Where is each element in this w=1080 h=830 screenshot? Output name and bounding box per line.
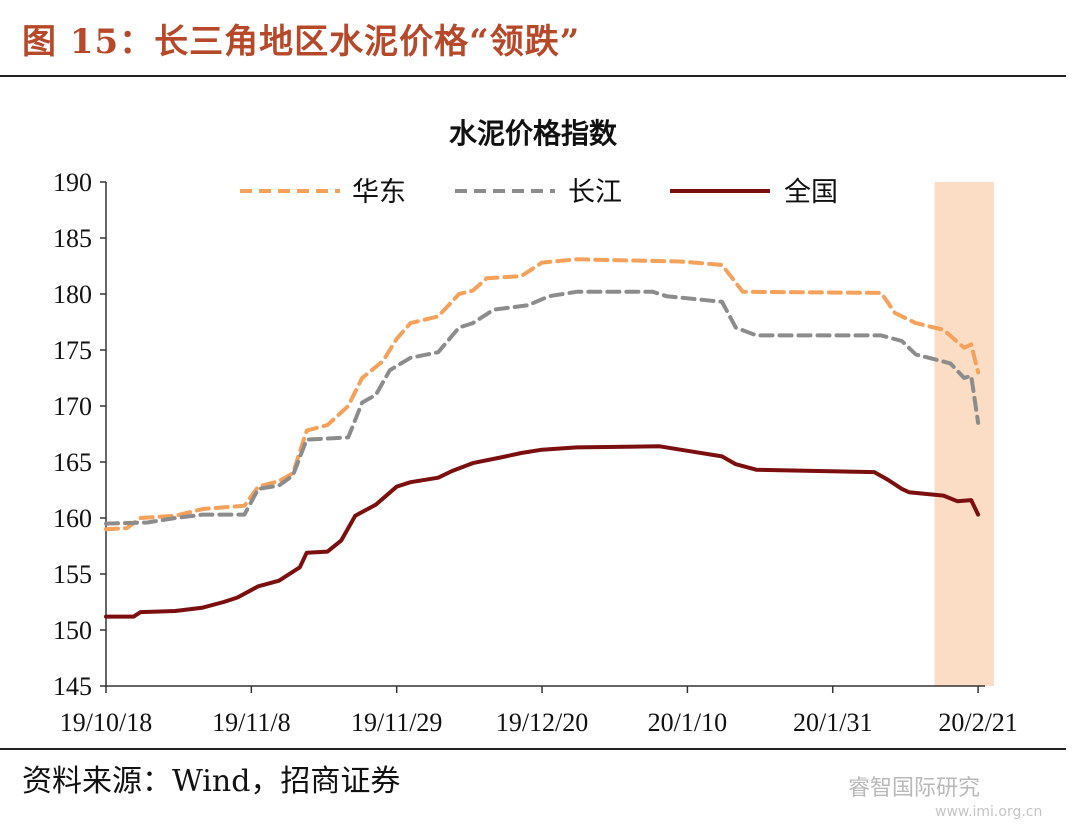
figure-title: 图 15：长三角地区水泥价格“领跌” [22, 22, 581, 62]
x-tick-label: 19/12/20 [496, 708, 588, 737]
watermark-logo: 睿智国际研究 [848, 776, 981, 801]
y-tick-label: 165 [53, 448, 92, 477]
series-line-1 [104, 257, 981, 532]
line-chart: 145 150 155 160 165 170 175 180 185 190 19/10/18 19… [53, 168, 1018, 737]
top-divider [0, 75, 1066, 77]
legend-label: 全国 [784, 177, 838, 208]
y-tick-label: 175 [53, 336, 92, 365]
x-tick-label: 20/2/21 [938, 708, 1017, 737]
x-tick-label: 19/11/29 [351, 708, 442, 737]
y-tick-label: 185 [53, 224, 92, 253]
x-tick-label: 20/1/31 [793, 708, 872, 737]
series-line-3 [104, 444, 981, 619]
source-note: 资料来源：Wind，招商证券 [22, 764, 401, 799]
highlight-band [934, 182, 994, 686]
y-tick-label: 190 [53, 168, 92, 197]
y-tick-label: 155 [53, 560, 92, 589]
bottom-divider [0, 748, 1066, 750]
y-tick-label: 160 [53, 504, 92, 533]
watermark-url: www.imi.org.cn [935, 804, 1043, 820]
x-tick-label: 19/10/18 [60, 708, 152, 737]
y-tick-label: 180 [53, 280, 92, 309]
y-tick-label: 145 [53, 672, 92, 701]
legend-label: 长江 [568, 177, 622, 208]
legend-label: 华东 [352, 177, 406, 208]
series-line-2 [104, 289, 981, 526]
x-tick-label: 19/11/8 [212, 708, 290, 737]
y-tick-label: 170 [53, 392, 92, 421]
x-tick-label: 20/1/10 [648, 708, 727, 737]
chart-title: 水泥价格指数 [448, 117, 617, 150]
y-tick-label: 150 [53, 616, 92, 645]
